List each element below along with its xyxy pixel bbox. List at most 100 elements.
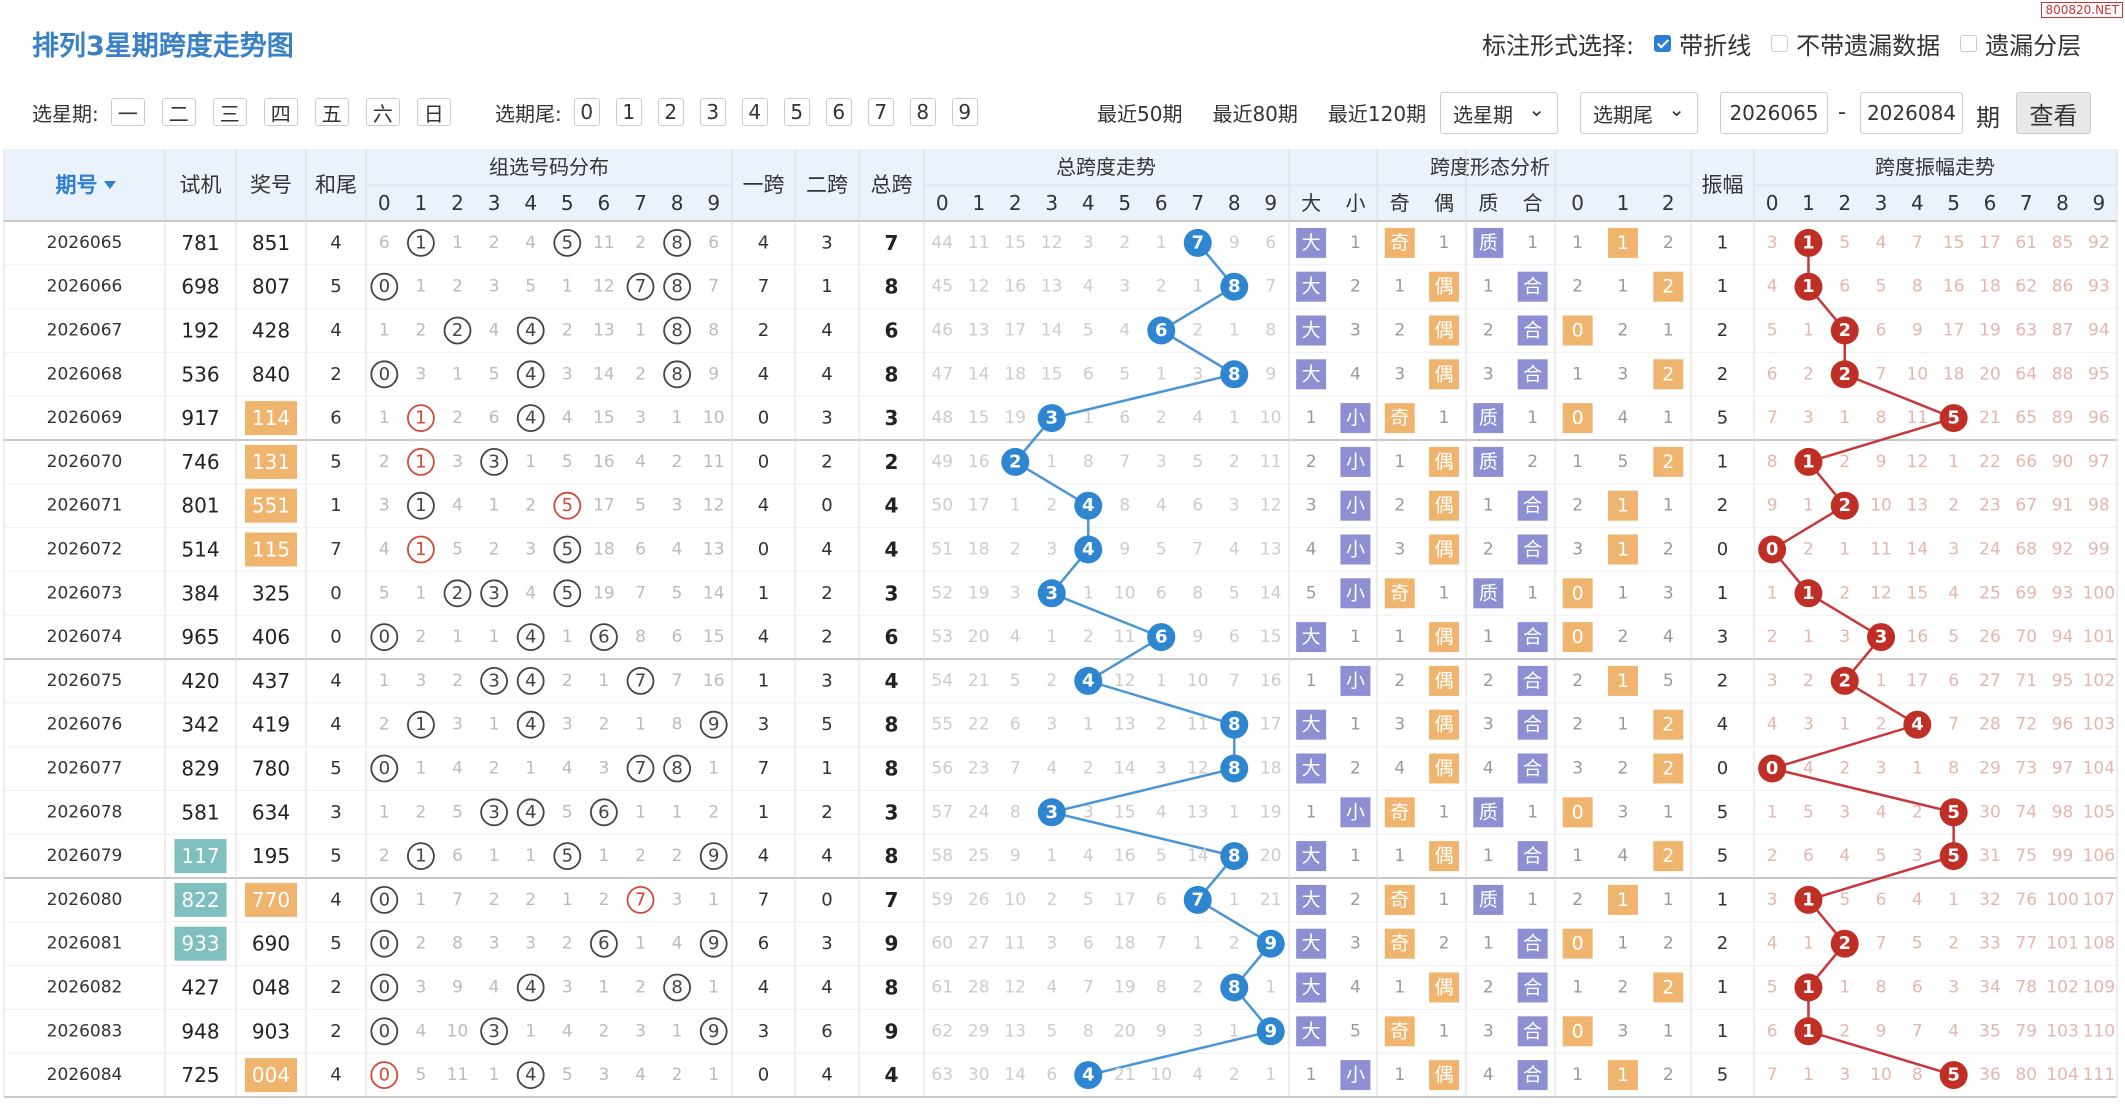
cell-text: 3	[1717, 627, 1728, 648]
digit-header: 6	[1155, 191, 1168, 215]
span-hit	[1037, 404, 1066, 433]
cell-text: 1	[1803, 496, 1814, 516]
cell-text: 5	[330, 846, 341, 867]
cell-text: 2	[452, 408, 463, 428]
column-header: 一跨	[743, 173, 785, 197]
cell-text: 3	[1119, 277, 1130, 297]
cell-text: 9	[1156, 1021, 1167, 1041]
tail-button[interactable]: 6	[825, 98, 852, 126]
shape-hit	[1296, 884, 1327, 915]
from-input[interactable]: 2026065	[1720, 92, 1828, 134]
cell-text: 4	[330, 320, 341, 341]
cell-text: 94	[2052, 627, 2074, 647]
cell-text: 6	[1119, 408, 1130, 428]
cell-text: 合	[1523, 626, 1542, 648]
mark-option[interactable]: 带折线	[1654, 26, 1751, 61]
cell-text: 2	[1717, 933, 1728, 954]
span-hit	[1037, 579, 1066, 608]
tail-button[interactable]: 5	[783, 98, 810, 126]
mark-label: 标注形式选择:	[1482, 32, 1635, 60]
tail-button[interactable]: 0	[573, 98, 600, 126]
cell-text: 63	[2015, 321, 2037, 341]
cell-text: 4	[1876, 802, 1887, 822]
cell-text: 5	[1663, 671, 1674, 691]
cell-text: 1	[1350, 233, 1361, 253]
weekday-button[interactable]: 二	[161, 98, 196, 126]
tail-button[interactable]: 7	[867, 98, 894, 126]
submit-button[interactable]: 查看	[2016, 92, 2091, 134]
cell-text: 3	[1663, 583, 1674, 603]
cell-text: 11	[703, 452, 725, 472]
tail-button[interactable]: 3	[699, 98, 726, 126]
cell-text: 7	[1191, 889, 1204, 910]
tail-button[interactable]: 9	[951, 98, 978, 126]
weekday-select[interactable]: 选星期	[1440, 92, 1558, 134]
cell-text: 634	[252, 800, 290, 824]
to-input[interactable]: 2026084	[1860, 92, 1963, 134]
cell-text: 21	[1114, 1065, 1136, 1085]
cell-text: 1	[1265, 1065, 1276, 1085]
hit-circle	[516, 667, 545, 695]
recent-link[interactable]: 最近80期	[1212, 101, 1298, 126]
span-hit	[1183, 885, 1212, 914]
checkbox[interactable]	[1960, 35, 1978, 52]
cell-text: 2	[1229, 452, 1240, 472]
cell-text: 6	[1767, 1021, 1778, 1041]
weekday-button[interactable]: 六	[365, 98, 400, 126]
cell-text: 2	[1156, 408, 1167, 428]
remainder-hit	[1562, 797, 1593, 828]
cell-text: 2	[672, 846, 683, 866]
cell-text: 2	[379, 846, 390, 866]
cell-text: 6	[452, 846, 463, 866]
cell-text: 合	[1523, 495, 1542, 517]
cell-text: 1	[1663, 321, 1674, 341]
cell-text: 18	[1943, 364, 1965, 384]
mark-option[interactable]: 遗漏分层	[1960, 26, 2081, 61]
cell-text: 2	[1527, 452, 1538, 472]
tail-button[interactable]: 8	[909, 98, 936, 126]
cell-text: 9	[708, 1021, 719, 1042]
cell-text: 4	[1911, 714, 1924, 735]
tail-select[interactable]: 选期尾	[1580, 92, 1698, 134]
shape-hit	[1340, 1060, 1371, 1091]
cell-text: 9	[708, 933, 719, 954]
tail-button[interactable]: 1	[615, 98, 642, 126]
tail-button[interactable]: 2	[657, 98, 684, 126]
cell-text: 2	[1229, 934, 1240, 954]
cell-text: 8	[1228, 276, 1241, 297]
cell-text: 4	[415, 1021, 426, 1041]
checkbox[interactable]	[1654, 35, 1672, 52]
cell-text: 4	[1083, 846, 1094, 866]
cell-text: 小	[1346, 582, 1365, 604]
cell-text: 合	[1523, 670, 1542, 692]
hit-circle	[370, 929, 399, 958]
tail-button[interactable]: 4	[741, 98, 768, 126]
cell-text: 3	[821, 933, 832, 954]
weekday-button[interactable]: 四	[263, 98, 298, 126]
cell-text: 5	[1717, 1065, 1728, 1086]
cell-text: 27	[968, 934, 990, 954]
cell-text: 1	[635, 802, 646, 822]
cell-text: 2	[525, 496, 536, 516]
cell-text: 1	[379, 802, 390, 822]
shape-header: 偶	[1434, 191, 1454, 215]
cell-text: 2	[1767, 627, 1778, 647]
hit-circle	[443, 316, 472, 345]
checkbox[interactable]	[1771, 35, 1789, 52]
cell-text: 0	[1572, 407, 1584, 429]
cell-text: 1	[525, 846, 536, 866]
recent-link[interactable]: 最近50期	[1097, 101, 1183, 126]
weekday-button[interactable]: 五	[314, 98, 349, 126]
cell-text: 2	[1838, 495, 1851, 516]
cell-text: 3	[1083, 802, 1094, 822]
weekday-filter: 选星期: 一二三四五六日	[32, 93, 468, 131]
recent-link[interactable]: 最近120期	[1327, 101, 1427, 126]
weekday-button[interactable]: 一	[110, 98, 145, 126]
cell-text: 8	[1228, 364, 1241, 385]
cell-text: 6	[1046, 1065, 1057, 1085]
cell-text: 102	[2046, 978, 2078, 998]
mark-option[interactable]: 不带遗漏数据	[1771, 26, 1940, 61]
weekday-button[interactable]: 日	[416, 98, 451, 126]
cell-text: 7	[1767, 408, 1778, 428]
weekday-button[interactable]: 三	[212, 98, 247, 126]
